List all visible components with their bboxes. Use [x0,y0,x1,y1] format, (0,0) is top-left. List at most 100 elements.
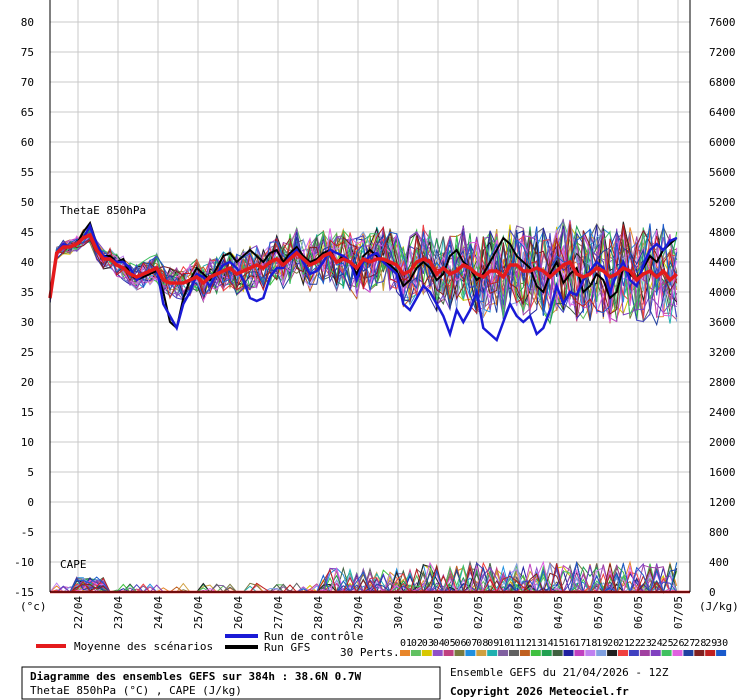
right-tick-label: 2400 [709,406,736,419]
x-tick-label: 03/05 [512,596,525,629]
member-legend-swatch [694,650,705,656]
member-legend-number: 03 [422,638,434,649]
member-legend-number: 10 [498,638,510,649]
left-tick-label: 50 [21,196,34,209]
member-legend-swatch [432,650,443,656]
right-tick-label: 4800 [709,226,736,239]
member-legend-number: 17 [574,638,586,649]
member-legend-swatch [683,650,694,656]
member-legend-number: 20 [607,638,619,649]
member-legend-number: 22 [629,638,641,649]
member-legend-number: 16 [564,638,576,649]
left-tick-label: 35 [21,286,34,299]
member-legend-swatch [639,650,650,656]
member-legend-swatch [454,650,465,656]
chart-title: Diagramme des ensembles GEFS sur 384h : … [30,670,362,683]
member-legend-number: 30 [716,638,728,649]
member-legend-number: 06 [455,638,467,649]
cape-panel-label: CAPE [60,558,87,571]
right-tick-label: 1600 [709,466,736,479]
member-legend-number: 27 [683,638,695,649]
member-legend-swatch [509,650,519,656]
member-legend-number: 02 [411,638,423,649]
right-tick-label: 4000 [709,286,736,299]
x-tick-label: 06/05 [632,596,645,629]
left-tick-label: 45 [21,226,34,239]
member-legend-swatch [465,650,476,656]
right-tick-label: 2000 [709,436,736,449]
member-legend-number: 01 [400,638,412,649]
x-tick-label: 30/04 [392,596,405,629]
member-legend-number: 08 [476,638,488,649]
x-tick-label: 24/04 [152,596,165,629]
member-legend-swatch [552,650,563,656]
right-tick-label: 2800 [709,376,736,389]
member-legend-swatch [498,650,509,656]
left-tick-label: -10 [14,556,34,569]
member-legend-swatch [400,650,410,656]
member-legend-number: 19 [596,638,608,649]
member-legend-number: 18 [585,638,597,649]
member-legend-swatch [574,650,585,656]
member-legend-swatch [628,650,639,656]
member-legend-swatch [410,650,421,656]
left-tick-label: 20 [21,376,34,389]
left-tick-label: 10 [21,436,34,449]
left-tick-label: 0 [27,496,34,509]
grid [50,0,690,593]
member-legend-number: 11 [509,638,521,649]
right-axis-ticks: 7600720068006400600056005200480044004000… [709,16,736,599]
thetae-panel-label: ThetaE 850hPa [60,204,146,217]
right-tick-label: 0 [709,586,716,599]
member-legend-swatch [443,650,454,656]
left-tick-label: 30 [21,316,34,329]
right-tick-label: 1200 [709,496,736,509]
member-legend-number: 26 [673,638,685,649]
member-legend-swatch [487,650,498,656]
run-info: Ensemble GEFS du 21/04/2026 - 12Z [450,666,669,679]
member-legend-number: 04 [433,638,445,649]
member-legend-swatch [607,650,618,656]
member-legend-number: 05 [444,638,456,649]
right-tick-label: 6000 [709,136,736,149]
x-axis-ticks: 22/04 23/04 24/04 25/04 26/04 27/04 28/04 29/04… [72,596,685,629]
member-legend-swatch [661,650,672,656]
legend-gfs-label: Run GFS [264,641,310,654]
member-legend-number: 09 [487,638,499,649]
member-legend-swatch [421,650,432,656]
right-tick-label: 5200 [709,196,736,209]
left-tick-label: 70 [21,76,34,89]
member-legend-number: 29 [705,638,717,649]
right-tick-label: 800 [709,526,729,539]
right-axis-unit: (J/kg) [699,600,739,613]
member-legend-swatch [672,650,683,656]
x-tick-label: 28/04 [312,596,325,629]
x-tick-label: 07/05 [672,596,685,629]
right-tick-label: 400 [709,556,729,569]
member-legend-number: 14 [542,638,554,649]
left-tick-label: 80 [21,16,34,29]
x-tick-label: 25/04 [192,596,205,629]
right-tick-label: 7600 [709,16,736,29]
left-tick-label: 5 [27,466,34,479]
member-legend-swatch [585,650,596,656]
member-line [49,228,678,323]
x-tick-label: 26/04 [232,596,245,629]
left-tick-label: -15 [14,586,34,599]
member-legend-swatch [530,650,541,656]
right-tick-label: 3600 [709,316,736,329]
left-tick-label: 65 [21,106,34,119]
x-tick-label: 04/05 [552,596,565,629]
left-tick-label: 25 [21,346,34,359]
member-legend-swatch [650,650,661,656]
right-tick-label: 3200 [709,346,736,359]
legend: Moyenne des scénarios Run de contrôle Ru… [36,630,728,659]
member-legend-swatch [596,650,607,656]
left-tick-label: 75 [21,46,34,59]
axes [49,0,691,593]
member-legend-swatch [519,650,530,656]
left-tick-label: 15 [21,406,34,419]
right-tick-label: 7200 [709,46,736,59]
member-line [49,227,678,318]
